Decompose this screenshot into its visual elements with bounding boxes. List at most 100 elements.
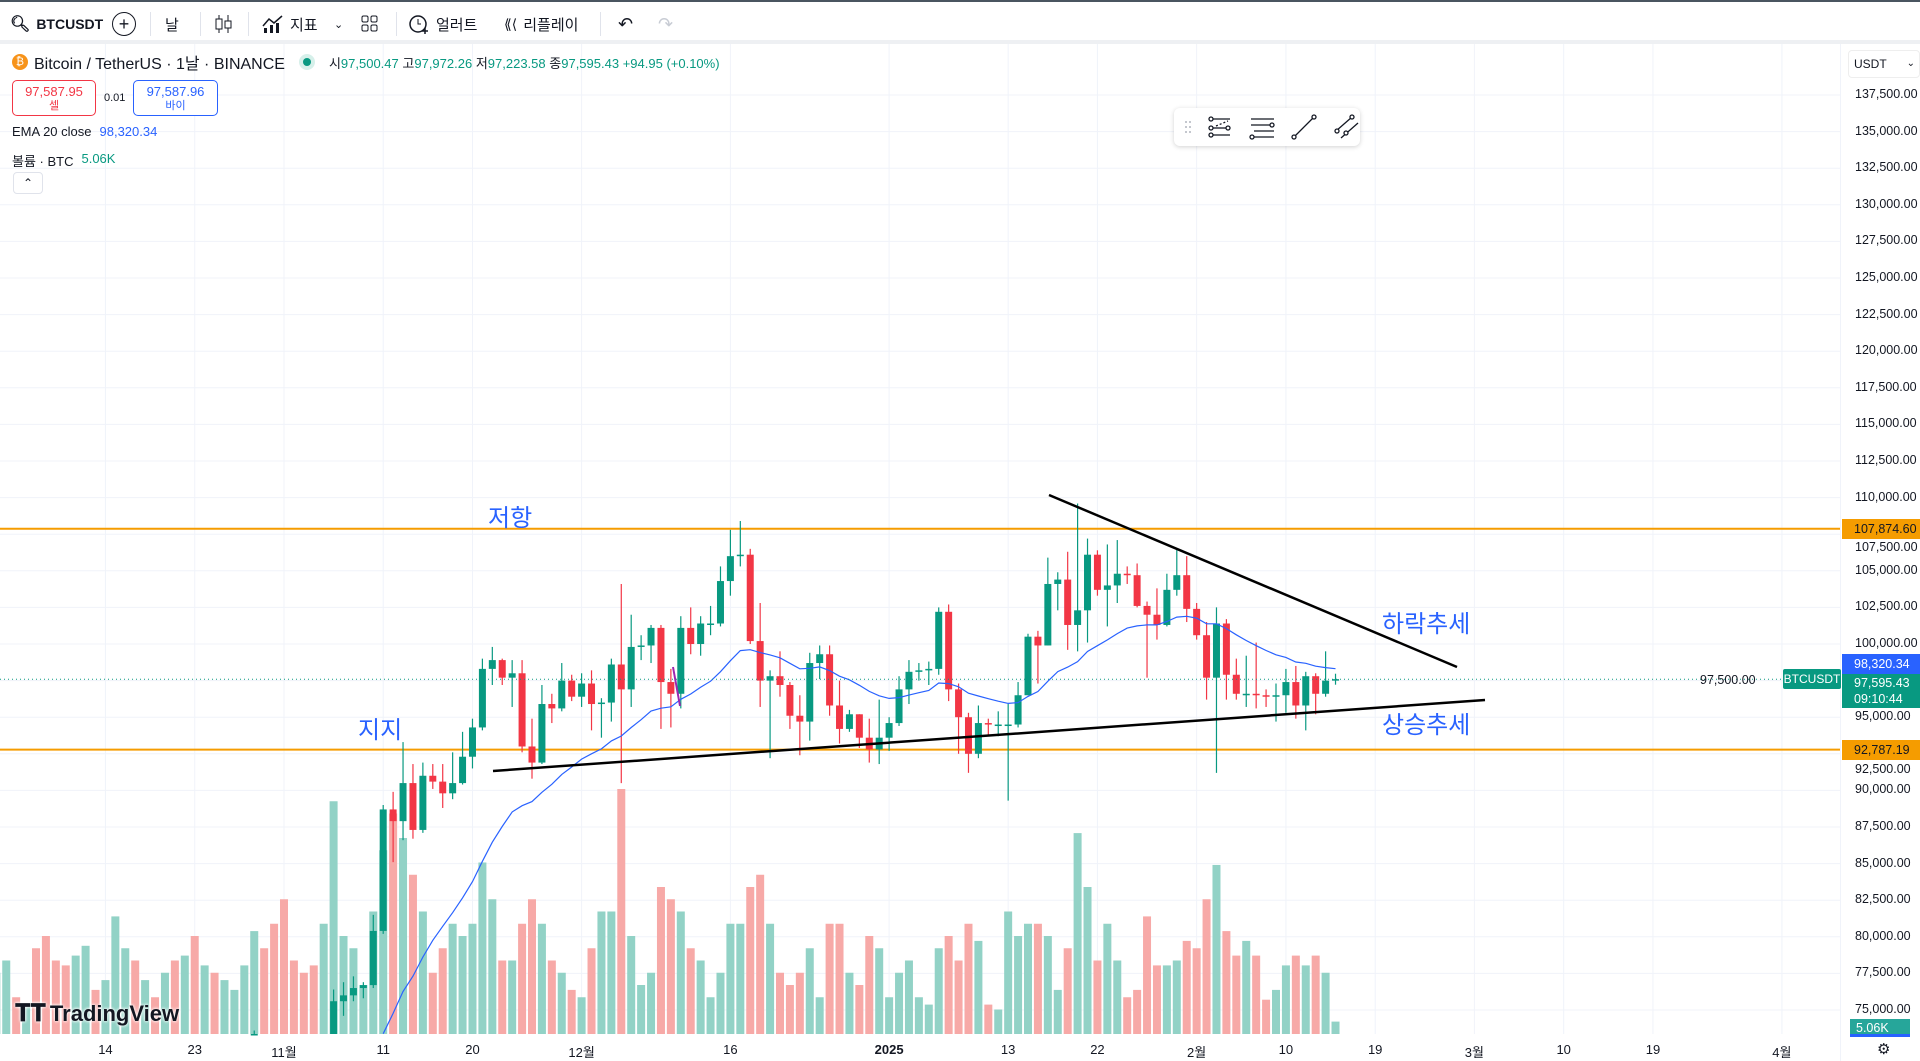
- candle-body: [935, 611, 943, 669]
- buy-button[interactable]: 97,587.96 바이: [133, 80, 218, 116]
- time-axis-label: 19: [1645, 1042, 1661, 1057]
- indicators-icon: [262, 15, 283, 33]
- alert-button[interactable]: 얼러트: [408, 10, 477, 38]
- fib-retracement-icon[interactable]: [1206, 113, 1234, 141]
- volume-bar: [518, 923, 527, 1034]
- indicators-button[interactable]: 지표: [262, 10, 318, 38]
- volume-bar: [111, 916, 120, 1034]
- candle-body: [330, 1001, 338, 1034]
- candle-body: [677, 627, 685, 694]
- candle: [1074, 503, 1082, 652]
- candle-body: [974, 723, 982, 754]
- candle: [1113, 540, 1121, 604]
- candle-body: [379, 809, 387, 931]
- candle: [845, 709, 853, 732]
- volume-bar: [676, 911, 685, 1034]
- price-axis-label: 122,500.00: [1855, 306, 1918, 321]
- volume-bar: [785, 985, 794, 1034]
- candle-body: [399, 783, 407, 822]
- volume-bar: [190, 936, 199, 1034]
- time-axis-label: 13: [1000, 1042, 1016, 1057]
- interval-button[interactable]: 날: [165, 10, 179, 38]
- volume-bar: [756, 874, 765, 1034]
- candle-body: [1014, 695, 1022, 725]
- tradingview-logo-icon: 𝐓𝐓: [15, 1000, 46, 1027]
- candle-body: [845, 714, 853, 729]
- parallel-channel-icon[interactable]: [1332, 113, 1360, 141]
- horizontal-levels: [0, 527, 1840, 751]
- drag-handle-icon[interactable]: [1184, 119, 1192, 135]
- volume-bar: [250, 931, 259, 1034]
- volume-box: 5.06K: [1850, 1019, 1910, 1037]
- candle: [597, 698, 605, 738]
- tradingview-logo[interactable]: 𝐓𝐓 TradingView: [15, 1000, 179, 1028]
- price-axis-label: 135,000.00: [1855, 123, 1918, 138]
- candle: [955, 683, 963, 754]
- volume-bar: [637, 985, 646, 1034]
- ema-legend[interactable]: EMA 20 close 98,320.34: [12, 124, 157, 139]
- candle: [964, 712, 972, 773]
- replay-button[interactable]: ⟪⟨ 리플레이: [504, 10, 578, 38]
- volume-bar: [1301, 965, 1310, 1034]
- candle: [1173, 548, 1181, 596]
- undo-button[interactable]: ↶: [618, 10, 633, 38]
- candle-body: [984, 723, 992, 725]
- time-axis-label: 3월: [1464, 1045, 1484, 1060]
- volume-bar: [934, 948, 943, 1034]
- uptrend-label[interactable]: 상승추세: [1382, 712, 1471, 739]
- volume-bar: [41, 936, 50, 1034]
- trend-line-icon[interactable]: [1290, 113, 1318, 141]
- candle-body: [1203, 635, 1211, 678]
- volume-bar: [121, 948, 130, 1034]
- volume-legend[interactable]: 볼륨 · BTC 5.06K: [12, 151, 115, 170]
- last-price: 97,595.43: [1854, 676, 1910, 691]
- candle: [588, 670, 596, 731]
- low-label: 저: [475, 55, 488, 71]
- chart-type-button[interactable]: [213, 10, 233, 38]
- time-axis-label: 12월: [568, 1045, 595, 1060]
- volume-bar: [865, 936, 874, 1034]
- candle-body: [756, 641, 764, 681]
- settings-icon[interactable]: ⚙: [1877, 1041, 1891, 1058]
- price-chart[interactable]: [0, 44, 1840, 1061]
- symbol-title[interactable]: Bitcoin / TetherUS · 1날 · BINANCE: [34, 56, 285, 73]
- bitcoin-icon: ₿: [12, 54, 28, 70]
- layouts-button[interactable]: [361, 10, 379, 38]
- redo-button[interactable]: ↷: [658, 10, 673, 38]
- replay-icon: ⟪⟨: [504, 15, 518, 32]
- candle: [687, 607, 695, 655]
- candle-body: [816, 654, 824, 664]
- candle-body: [1133, 575, 1141, 606]
- currency-dropdown[interactable]: USDT ⌄: [1848, 50, 1920, 78]
- change-value: +94.95 (+0.10%): [622, 55, 720, 71]
- candle: [607, 658, 615, 722]
- candle-body: [588, 683, 596, 705]
- candle-body: [806, 663, 814, 722]
- parallel-lines-icon[interactable]: [1248, 113, 1276, 141]
- resistance-level-box: 107,874.60: [1842, 518, 1920, 539]
- indicators-dropdown[interactable]: ⌄: [334, 10, 343, 38]
- support-label[interactable]: 지지: [358, 717, 403, 744]
- candle: [429, 764, 437, 789]
- volume-bar: [160, 972, 169, 1034]
- candle-body: [359, 985, 367, 989]
- resistance-label[interactable]: 저항: [488, 505, 533, 532]
- candle: [518, 660, 526, 753]
- candle-body: [1044, 583, 1052, 646]
- volume-bar: [647, 972, 656, 1034]
- time-axis-label: 2025: [874, 1042, 904, 1057]
- sell-button[interactable]: 97,587.95 셀: [12, 80, 96, 116]
- symbol-search-button[interactable]: 🔍︎ BTCUSDT: [10, 10, 103, 38]
- candle-body: [736, 554, 744, 557]
- price-axis-label: 117,500.00: [1855, 379, 1917, 394]
- candle-body: [558, 680, 566, 709]
- volume-bar: [746, 887, 755, 1034]
- candle: [399, 742, 407, 841]
- volume-bar: [567, 989, 576, 1034]
- price-axis[interactable]: [1840, 44, 1920, 1061]
- collapse-legend-button[interactable]: ⌃: [13, 172, 43, 194]
- downtrend-label[interactable]: 하락추세: [1382, 611, 1471, 638]
- candle-body: [1173, 575, 1181, 590]
- compare-add-symbol-button[interactable]: +: [112, 12, 136, 36]
- candle: [1183, 556, 1191, 623]
